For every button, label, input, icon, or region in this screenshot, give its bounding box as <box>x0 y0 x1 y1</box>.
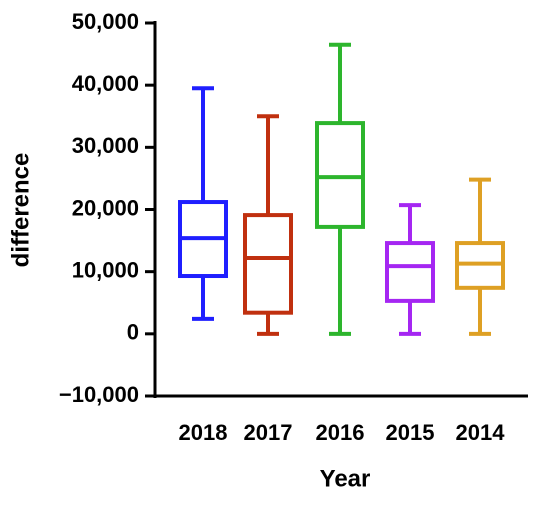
x-tick-label: 2017 <box>244 420 293 445</box>
y-tick-label: 0 <box>127 320 139 345</box>
y-tick-label: 40,000 <box>72 71 139 96</box>
box <box>385 241 435 303</box>
box <box>243 213 293 315</box>
x-tick-label: 2018 <box>179 420 228 445</box>
x-axis-label: Year <box>320 465 371 492</box>
box <box>315 121 365 229</box>
y-axis-label: difference <box>7 153 34 268</box>
y-tick-label: 20,000 <box>72 195 139 220</box>
y-tick-label: 30,000 <box>72 133 139 158</box>
x-tick-label: 2016 <box>316 420 365 445</box>
y-tick-label: 10,000 <box>72 257 139 282</box>
y-tick-label: 50,000 <box>72 9 139 34</box>
y-tick-label: −10,000 <box>59 382 139 407</box>
x-tick-label: 2014 <box>456 420 506 445</box>
x-tick-label: 2015 <box>386 420 435 445</box>
